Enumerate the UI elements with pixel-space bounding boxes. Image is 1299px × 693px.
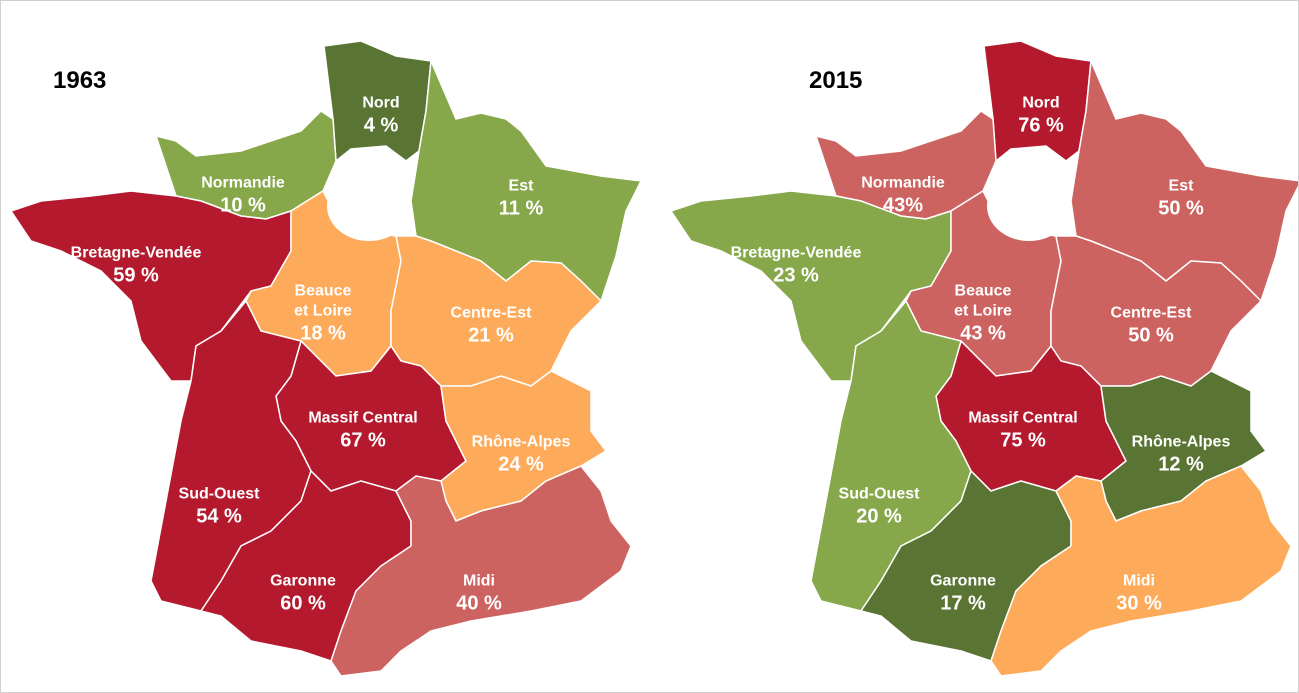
region-label: Centre-Est 21 % [451,304,532,349]
region-name: Est [508,177,534,195]
region-name: Midi [1123,572,1155,590]
paris-gap [987,171,1071,241]
region-label: Bretagne-Vendée 23 % [731,244,862,289]
region-name: Massif Central [308,409,418,427]
region-value: 43% [882,194,924,217]
region-label: Normandie 43% [861,174,945,219]
region-label: Garonne 17 % [930,572,996,617]
region-name: Sud-Ouest [838,485,920,503]
region-value: 59 % [113,264,159,287]
region-name: Massif Central [968,409,1078,427]
region-name: Nord [362,94,400,112]
region-value: 43 % [960,322,1006,345]
region-label: Sud-Ouest 20 % [839,485,920,530]
region-value: 40 % [456,592,502,615]
region [330,465,632,677]
region-name: Centre-Est [450,304,532,322]
region-name: Bretagne-Vendée [730,244,862,262]
map-title: 2015 [809,67,863,94]
region-value: 12 % [1158,453,1204,476]
region-label: Massif Central 67 % [308,409,417,454]
region-value: 20 % [856,505,902,528]
region-value: 23 % [773,264,819,287]
region-label: Sud-Ouest 54 % [179,485,260,530]
region-label: Rhône-Alpes 12 % [1132,433,1231,478]
region-value: 17 % [940,592,986,615]
region-value: 18 % [300,322,346,345]
region-name: Rhône-Alpes [1131,433,1231,451]
map-title: 1963 [53,67,107,94]
region-name: Garonne [930,572,996,590]
region-name: Sud-Ouest [178,485,260,503]
region-label: Nord 4 % [362,94,399,139]
region-name: Normandie [861,174,945,192]
region-label: Beauce et Loire 18 % [288,282,358,347]
region-name: Midi [463,572,495,590]
region-value: 50 % [1158,197,1204,220]
region-value: 10 % [220,194,266,217]
region-name: Beauce et Loire [954,282,1012,320]
region-value: 24 % [498,453,544,476]
region-label: Nord 76 % [1018,94,1064,139]
paris-gap [327,171,411,241]
region-name: Nord [1022,94,1060,112]
region-value: 76 % [1018,114,1064,137]
region-name: Est [1168,177,1194,195]
region [990,465,1292,677]
region-name: Garonne [270,572,336,590]
region-name: Bretagne-Vendée [70,244,202,262]
region-value: 60 % [280,592,326,615]
region-label: Beauce et Loire 43 % [948,282,1018,347]
region-label: Massif Central 75 % [968,409,1077,454]
region-value: 54 % [196,505,242,528]
region-value: 21 % [468,324,514,347]
region-value: 11 % [498,197,544,220]
region-label: Normandie 10 % [201,174,285,219]
region-name: Normandie [201,174,285,192]
region-name: Rhône-Alpes [471,433,571,451]
region-label: Midi 40 % [456,572,502,617]
region-name: Centre-Est [1110,304,1192,322]
region-label: Midi 30 % [1116,572,1162,617]
region-label: Est 50 % [1158,177,1204,222]
region-value: 30 % [1116,592,1162,615]
region-label: Centre-Est 50 % [1111,304,1192,349]
region-name: Beauce et Loire [294,282,352,320]
region-value: 50 % [1128,324,1174,347]
region-label: Bretagne-Vendée 59 % [71,244,202,289]
region-value: 67 % [340,429,386,452]
region-label: Est 11 % [499,177,543,222]
region-label: Garonne 60 % [270,572,336,617]
region-value: 75 % [1000,429,1046,452]
region-label: Rhône-Alpes 24 % [472,433,571,478]
region-value: 4 % [363,114,399,137]
